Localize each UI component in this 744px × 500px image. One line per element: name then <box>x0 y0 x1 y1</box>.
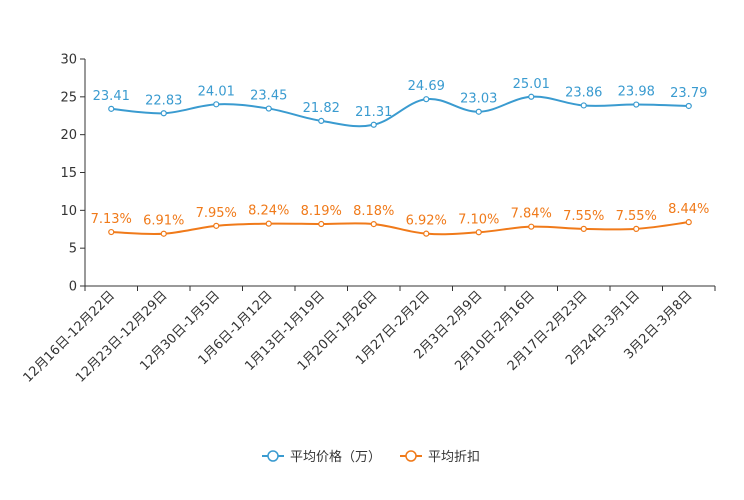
data-point[interactable] <box>370 121 377 128</box>
series-line <box>111 221 689 236</box>
data-point[interactable] <box>160 110 167 117</box>
data-label: 23.03 <box>460 92 497 107</box>
data-label: 24.69 <box>408 79 445 94</box>
y-tick-label: 5 <box>69 242 77 257</box>
data-point[interactable] <box>160 230 167 237</box>
data-point[interactable] <box>633 101 640 108</box>
data-point[interactable] <box>528 223 535 230</box>
y-tick-label: 0 <box>69 280 77 295</box>
y-tick-label: 10 <box>60 204 77 219</box>
data-label: 23.41 <box>93 89 130 104</box>
data-point[interactable] <box>370 221 377 228</box>
y-tick-label: 25 <box>60 90 77 105</box>
data-label: 8.19% <box>301 204 342 219</box>
data-label: 6.91% <box>143 214 184 229</box>
x-tick-label: 12月23日-12月29日 <box>73 288 170 385</box>
data-label: 8.44% <box>668 202 709 217</box>
series-layer: 23.41 22.83 24.01 23.45 21.82 21.31 24.69 23.03… <box>91 77 709 237</box>
y-tick-label: 30 <box>60 53 77 68</box>
legend-marker <box>267 450 279 462</box>
data-label: 6.92% <box>406 214 447 229</box>
legend-label: 平均折扣 <box>428 450 480 465</box>
data-label: 7.55% <box>563 209 604 224</box>
data-point[interactable] <box>265 220 272 227</box>
data-label: 7.55% <box>616 209 657 224</box>
data-point[interactable] <box>580 102 587 109</box>
data-label: 23.45 <box>250 89 287 104</box>
data-label: 7.10% <box>458 212 499 227</box>
data-point[interactable] <box>265 105 272 112</box>
y-tick-label: 20 <box>60 128 77 143</box>
data-label: 23.79 <box>670 86 707 101</box>
series-line <box>111 95 689 128</box>
series-avg-price: 23.41 22.83 24.01 23.45 21.82 21.31 24.69 23.03… <box>93 77 707 128</box>
data-point[interactable] <box>423 96 430 103</box>
data-point[interactable] <box>213 222 220 229</box>
legend-item-avg-price[interactable]: 平均价格（万） <box>262 449 381 465</box>
data-label: 25.01 <box>513 77 550 92</box>
data-point[interactable] <box>108 228 115 236</box>
data-point[interactable] <box>318 220 325 228</box>
data-label: 21.31 <box>355 105 392 120</box>
data-label: 23.86 <box>565 85 602 100</box>
data-label: 8.24% <box>248 204 289 219</box>
data-point[interactable] <box>318 117 325 124</box>
x-tick-label: 12月16日-12月22日 <box>21 288 118 385</box>
data-label: 21.82 <box>303 101 340 116</box>
data-label: 7.95% <box>196 206 237 221</box>
data-label: 8.18% <box>353 204 394 219</box>
data-point[interactable] <box>633 225 640 232</box>
data-point[interactable] <box>213 101 220 108</box>
data-point[interactable] <box>475 229 482 236</box>
data-label: 7.84% <box>511 207 552 222</box>
legend-label: 平均价格（万） <box>290 449 381 465</box>
legend-marker <box>405 450 417 462</box>
data-point[interactable] <box>685 102 692 110</box>
data-point[interactable] <box>580 225 587 232</box>
data-point[interactable] <box>108 105 115 112</box>
legend-item-avg-discount[interactable]: 平均折扣 <box>400 450 480 465</box>
data-point[interactable] <box>528 93 535 100</box>
data-point[interactable] <box>475 108 482 115</box>
data-point[interactable] <box>423 230 430 237</box>
data-label: 7.13% <box>91 212 132 227</box>
data-label: 24.01 <box>198 84 235 99</box>
y-tick-label: 15 <box>60 166 77 181</box>
data-label: 22.83 <box>145 93 182 108</box>
series-avg-discount: 7.13% 6.91% 7.95% 8.24% 8.19% 8.18% 6.92% 7.10%… <box>91 202 709 237</box>
legend: 平均价格（万） 平均折扣 <box>262 449 480 465</box>
data-point[interactable] <box>685 219 692 226</box>
data-label: 23.98 <box>618 85 655 100</box>
